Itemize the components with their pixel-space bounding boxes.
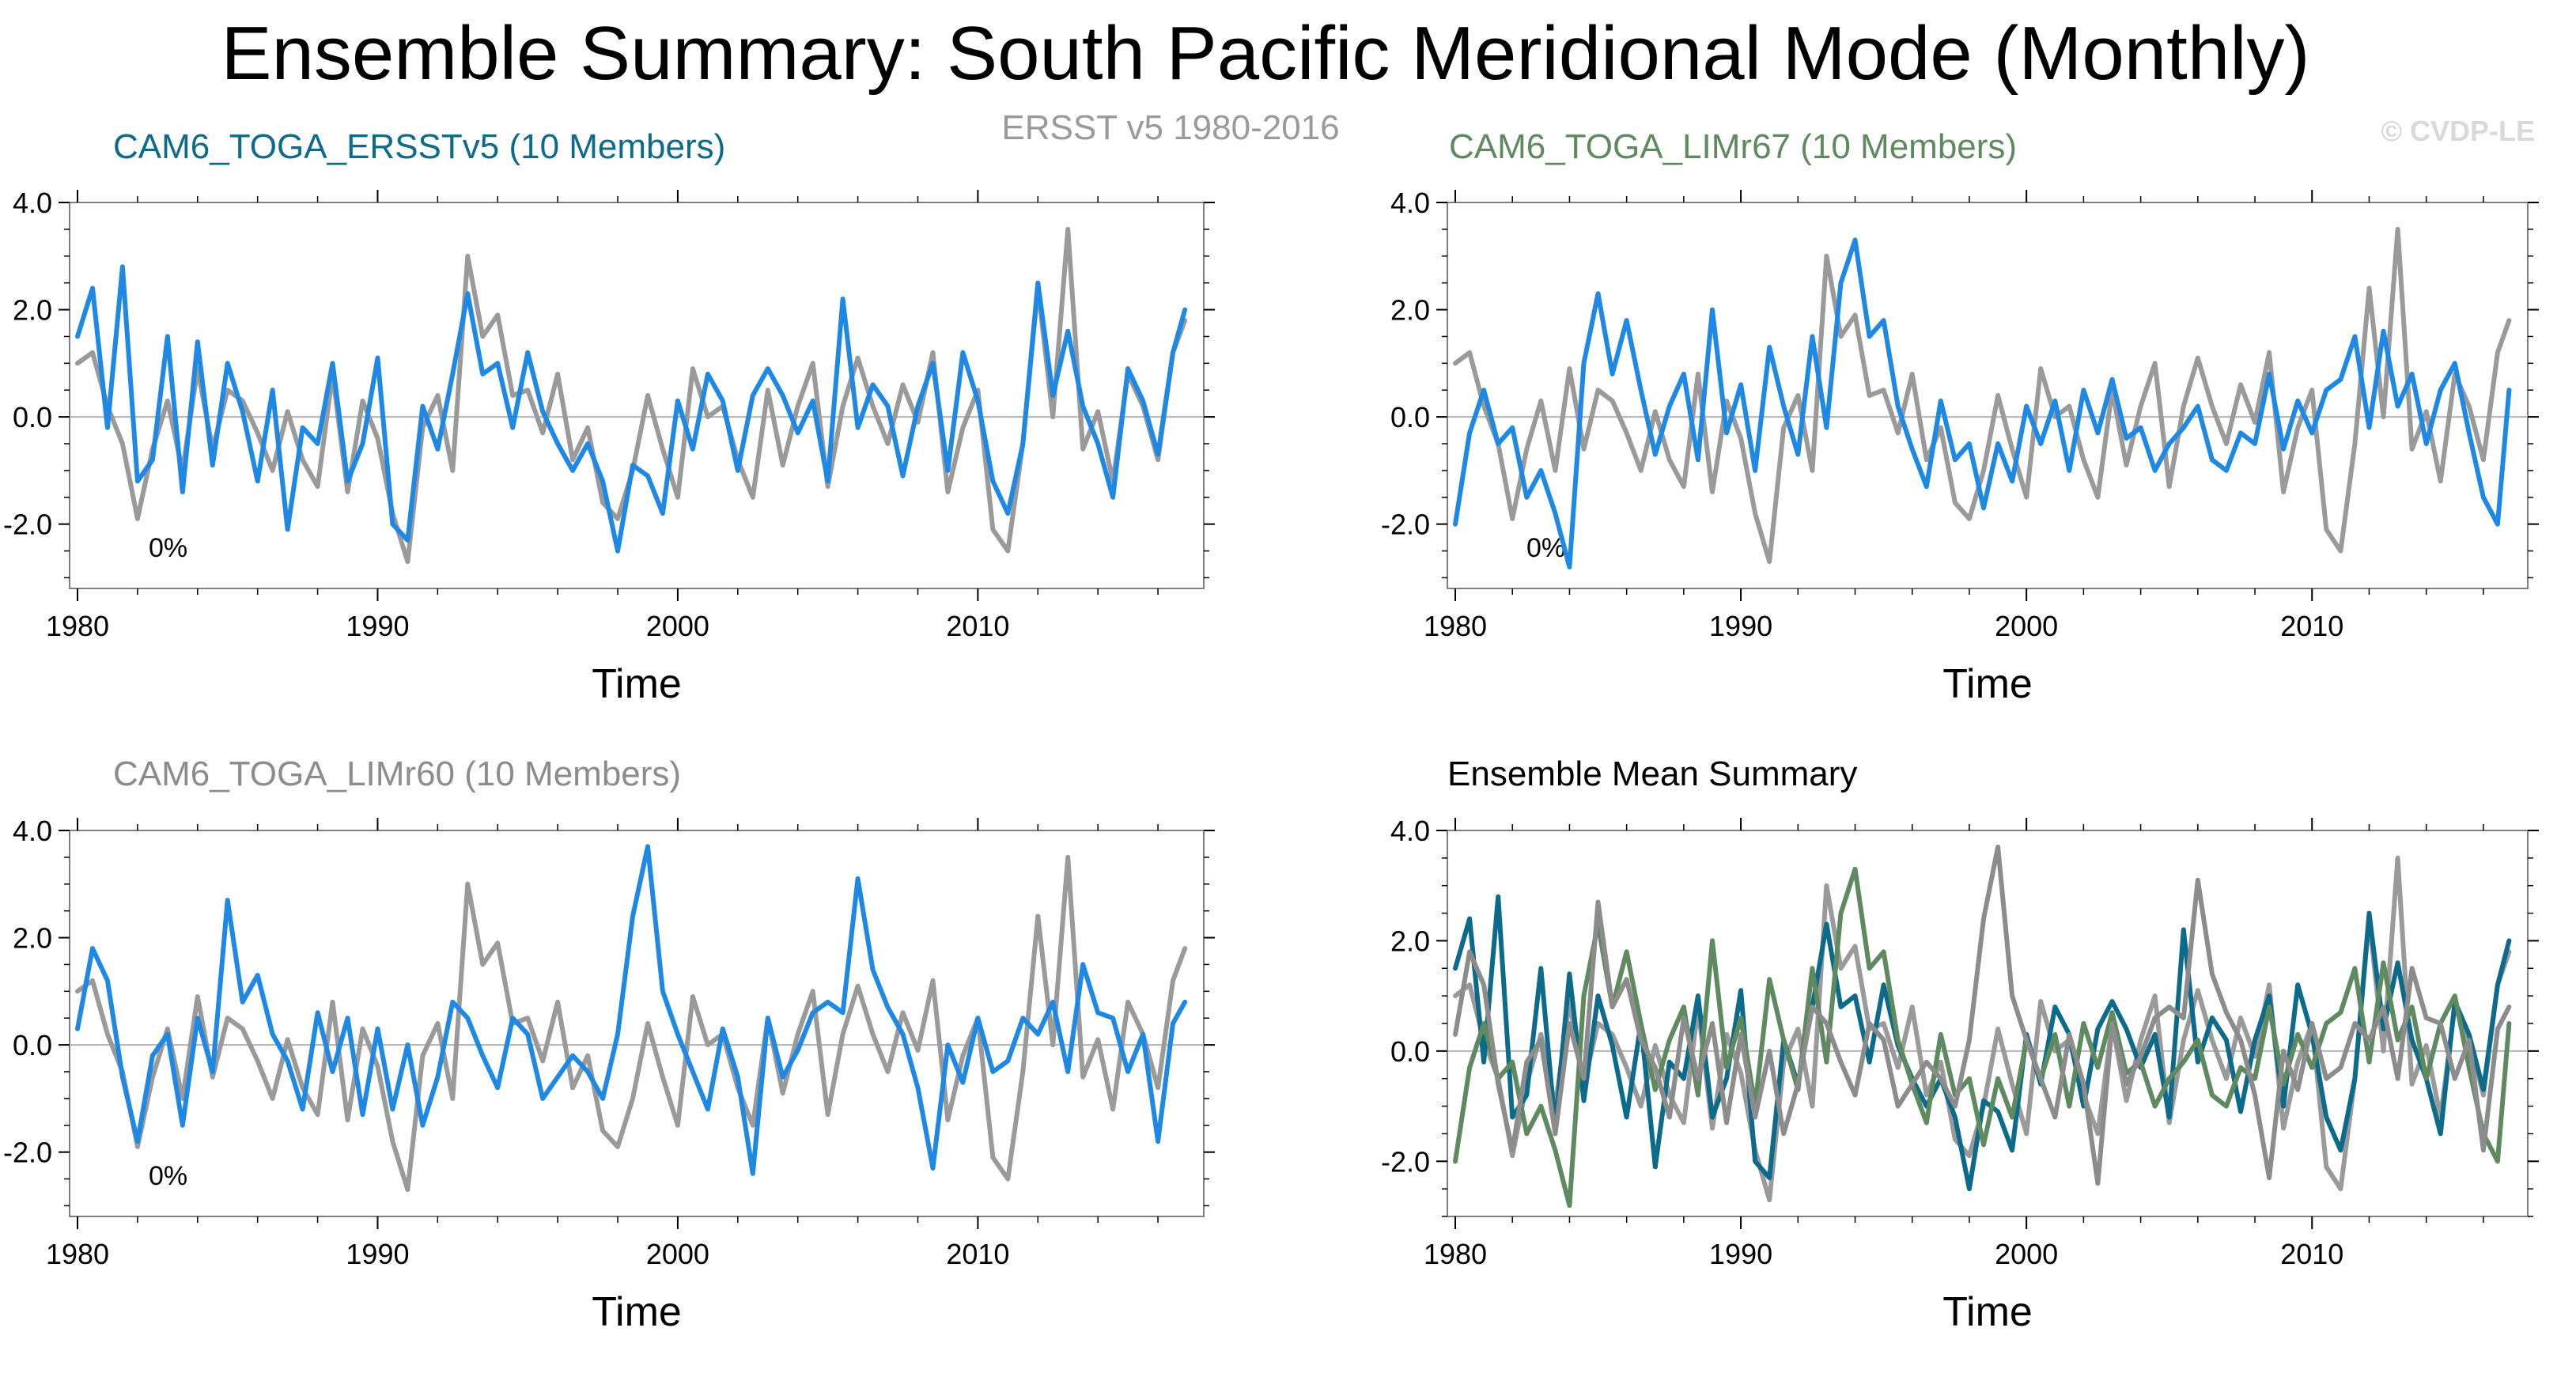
y-tick-label: -2.0 [3,1137,52,1169]
y-tick-label: -2.0 [1381,1145,1430,1178]
x-axis-label: Time [592,661,682,707]
panel-cam6-toga-ersstv5: 4.0 2.0 0.0 -2.0 1980 1990 2000 2010 Time 0% [3,187,1215,707]
percent-label: 0% [149,1161,187,1191]
x-tick-label: 2010 [946,1238,1009,1270]
x-tick-label: 2010 [2280,610,2343,642]
y-tick-label: 0.0 [13,1029,52,1061]
x-tick-label: 2000 [1995,610,2058,642]
copyright-label: © CVDP-LE [2381,115,2535,147]
series-line-4-8c8c8c [1453,844,2512,1186]
x-tick-label: 2000 [646,610,709,642]
y-tick-label: 0.0 [1390,401,1430,433]
y-tick-label: 4.0 [13,187,52,219]
y-tick-label: 0.0 [1390,1035,1430,1068]
panel-1-subtitle: CAM6_TOGA_ERSSTv5 (10 Members) [113,127,725,166]
observation-label: ERSST v5 1980-2016 [1001,108,1339,147]
y-tick-label: 2.0 [13,294,52,327]
series-line-1-9a9a9a [75,854,1188,1193]
series-line-2-1e88e5 [75,844,1188,1176]
percent-label: 0% [149,533,187,563]
x-tick-label: 1990 [346,1238,409,1270]
y-tick-label: 2.0 [1390,294,1430,327]
y-tick-label: -2.0 [1381,509,1430,541]
page-title: Ensemble Summary: South Pacific Meridion… [221,11,2309,96]
series-line-1-9a9a9a [75,226,1188,565]
y-tick-label: 0.0 [13,401,52,433]
panel-3-subtitle: CAM6_TOGA_LIMr60 (10 Members) [113,755,681,793]
y-tick-label: 2.0 [13,922,52,955]
series-line-2-1e88e5 [1453,237,2512,569]
panel-2-subtitle: CAM6_TOGA_LIMr67 (10 Members) [1449,127,2017,166]
x-tick-label: 1990 [346,610,409,642]
x-tick-label: 2010 [946,610,1009,642]
x-tick-label: 2000 [646,1238,709,1270]
y-tick-label: -2.0 [3,509,52,541]
x-tick-label: 1980 [1424,1238,1487,1270]
series-line-2-1e88e5 [75,264,1188,554]
x-tick-label: 1980 [46,1238,109,1270]
x-tick-label: 1980 [1424,610,1487,642]
panel-cam6-toga-limr67: 4.0 2.0 0.0 -2.0 1980 1990 2000 2010 Time 0% [1381,187,2539,707]
plot-frame [1447,202,2529,589]
x-axis-label: Time [1942,661,2033,707]
y-tick-label: 2.0 [1390,925,1430,957]
x-tick-label: 2010 [2280,1238,2343,1270]
percent-label: 0% [1526,533,1565,563]
series-line-3-5f8a60 [1453,866,2512,1209]
x-tick-label: 1990 [1709,610,1772,642]
plot-frame [69,202,1205,589]
x-tick-label: 1990 [1709,1238,1772,1270]
x-axis-label: Time [592,1289,682,1335]
panel-cam6-toga-limr60: 4.0 2.0 0.0 -2.0 1980 1990 2000 2010 Time 0% [3,815,1215,1335]
panel-ensemble-mean-summary: 4.0 2.0 0.0 -2.0 1980 1990 2000 2010 Time [1381,815,2539,1335]
x-tick-label: 1980 [46,610,109,642]
x-tick-label: 2000 [1995,1238,2058,1270]
series-line-1-9a9a9a [1453,226,2512,565]
y-tick-label: 4.0 [13,815,52,847]
y-tick-label: 4.0 [1390,815,1430,847]
plot-frame [69,830,1205,1217]
y-tick-label: 4.0 [1390,187,1430,219]
panel-4-subtitle: Ensemble Mean Summary [1447,755,1857,793]
series-line-2-0c6a8a [1453,894,2512,1192]
x-axis-label: Time [1942,1289,2033,1335]
